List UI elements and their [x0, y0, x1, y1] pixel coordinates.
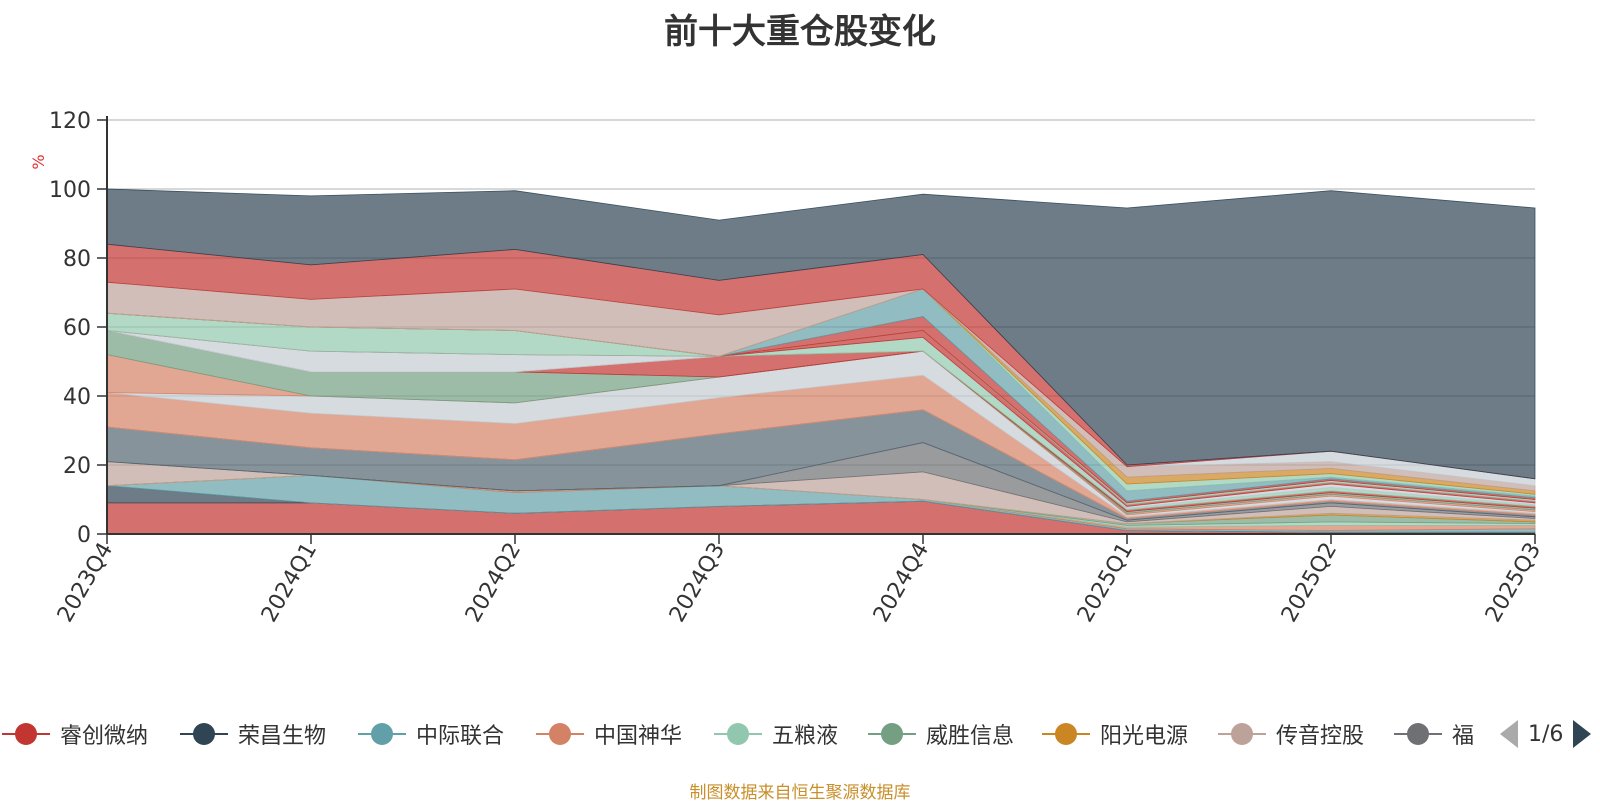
legend-label: 荣昌生物 [238, 724, 327, 749]
legend-label: 威胜信息 [926, 724, 1015, 749]
legend-label: 睿创微纳 [60, 724, 149, 749]
x-tick-label: 2025Q1 [1073, 539, 1138, 627]
legend-label: 传音控股 [1276, 724, 1365, 749]
legend: 睿创微纳 荣昌生物 中际联合 中国神华 五粮液 威胜信息 阳光电源 传音控股 福 [0, 716, 1480, 752]
legend-marker-icon [1042, 723, 1090, 745]
legend-page-indicator: 1/6 [1528, 721, 1564, 747]
legend-item[interactable]: 五粮液 [712, 716, 838, 752]
x-tick-label: 2024Q1 [257, 539, 322, 627]
legend-item[interactable]: 阳光电源 [1040, 716, 1188, 752]
x-tick-label: 2025Q2 [1277, 539, 1342, 627]
x-tick-label: 2025Q3 [1481, 539, 1546, 627]
legend-item[interactable]: 中国神华 [534, 716, 682, 752]
legend-label: 中国神华 [594, 724, 683, 749]
legend-item[interactable]: 中际联合 [356, 716, 504, 752]
legend-pager: 1/6 [1500, 716, 1592, 752]
stacked-areas [106, 188, 1536, 535]
legend-prev-page-icon[interactable] [1500, 720, 1518, 748]
legend-label: 阳光电源 [1100, 724, 1189, 749]
x-tick-label: 2024Q4 [869, 539, 934, 627]
legend-marker-icon [536, 723, 584, 745]
legend-marker-icon [1394, 723, 1442, 745]
legend-label: 五粮液 [772, 724, 839, 749]
legend-marker-icon [868, 723, 916, 745]
legend-marker-icon [1218, 723, 1266, 745]
x-tick-label: 2024Q3 [665, 539, 730, 627]
legend-item[interactable]: 福 [1392, 716, 1474, 752]
legend-marker-icon [2, 723, 50, 745]
y-tick-label: 80 [63, 247, 91, 272]
legend-item[interactable]: 传音控股 [1216, 716, 1364, 752]
legend-marker-icon [180, 723, 228, 745]
source-note: 制图数据来自恒生聚源数据库 [689, 783, 911, 803]
legend-item[interactable]: 荣昌生物 [178, 716, 326, 752]
legend-marker-icon [358, 723, 406, 745]
legend-marker-icon [714, 723, 762, 745]
legend-label: 中际联合 [416, 724, 505, 749]
legend-next-page-icon[interactable] [1573, 720, 1592, 748]
y-tick-label: 100 [49, 178, 91, 203]
y-tick-label: 40 [63, 385, 91, 410]
legend-item[interactable]: 睿创微纳 [0, 716, 148, 752]
x-tick-label: 2023Q4 [53, 539, 118, 627]
y-axis-unit-label: % [29, 154, 48, 169]
y-tick-label: 60 [63, 316, 91, 341]
y-tick-label: 20 [63, 454, 91, 479]
chart-title: 前十大重仓股变化 [664, 12, 936, 52]
series-area [106, 188, 1536, 480]
legend-label: 福 [1452, 724, 1475, 749]
legend-item[interactable]: 威胜信息 [866, 716, 1014, 752]
x-tick-label: 2024Q2 [461, 539, 526, 627]
y-tick-label: 0 [77, 523, 91, 548]
y-tick-label: 120 [49, 109, 91, 134]
